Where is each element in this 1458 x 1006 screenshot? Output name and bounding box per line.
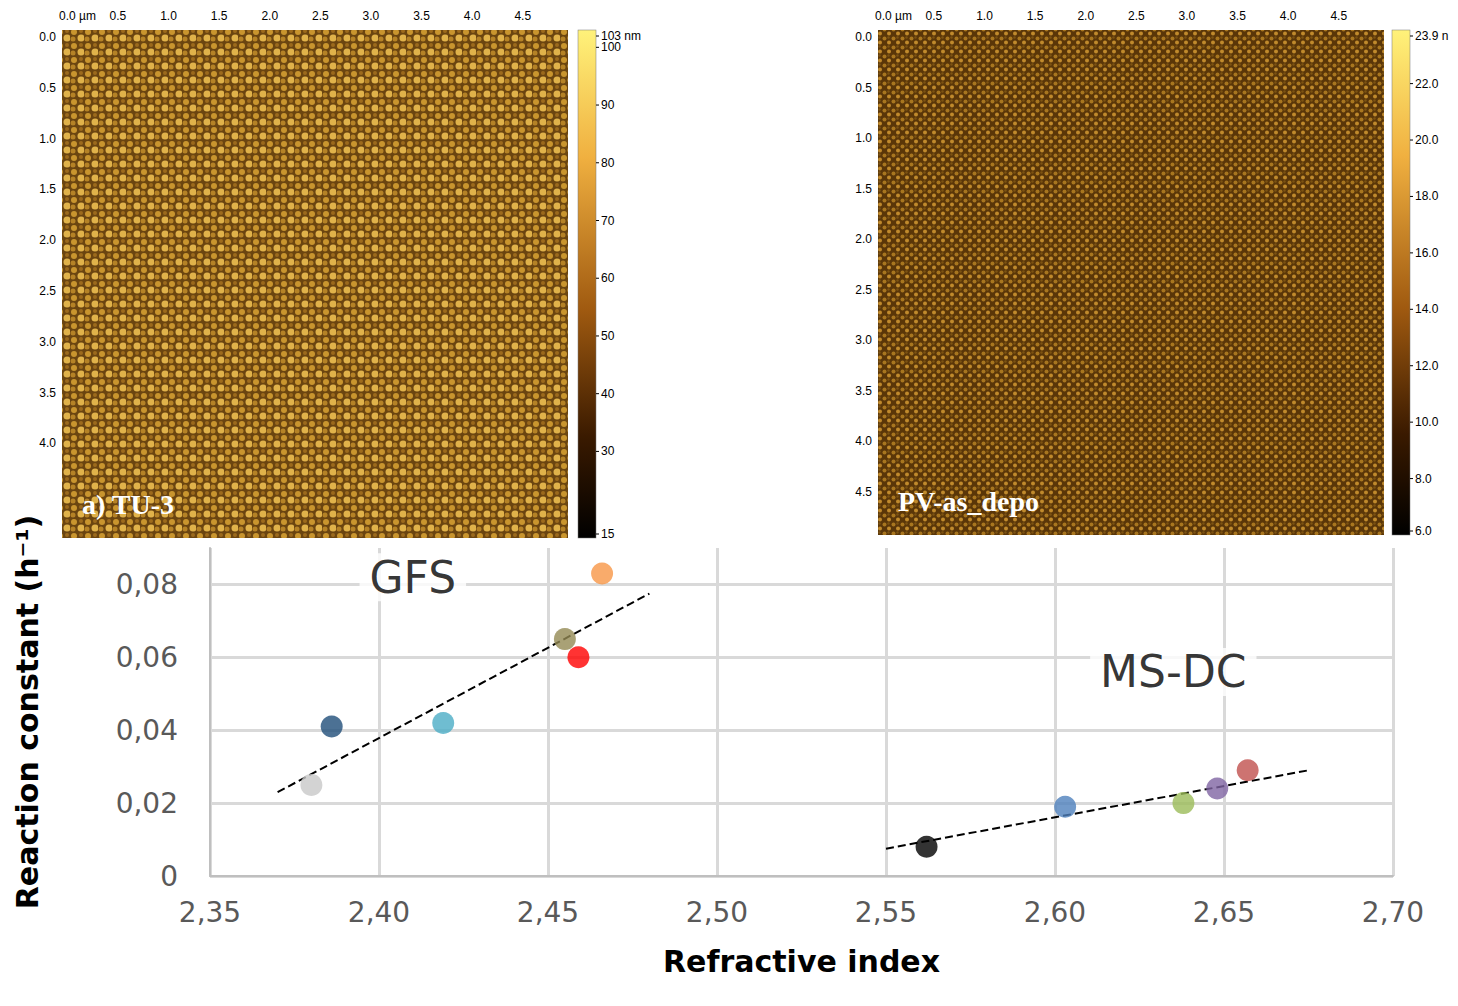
svg-text:1.5: 1.5 [855,182,872,196]
svg-text:12.0: 12.0 [1415,359,1439,373]
svg-text:MS-DC: MS-DC [1100,646,1246,697]
svg-text:0.0: 0.0 [39,30,56,44]
svg-text:1.0: 1.0 [855,131,872,145]
svg-text:0.0: 0.0 [855,30,872,44]
svg-text:2.0: 2.0 [39,233,56,247]
svg-text:90: 90 [601,98,615,112]
svg-text:2.0: 2.0 [855,232,872,246]
svg-text:103 nm: 103 nm [601,29,641,43]
svg-text:70: 70 [601,214,615,228]
svg-text:2,35: 2,35 [179,896,241,929]
svg-text:22.0: 22.0 [1415,77,1439,91]
svg-text:3.5: 3.5 [855,384,872,398]
svg-text:0,02: 0,02 [116,787,178,820]
svg-text:0.0 µm: 0.0 µm [875,9,912,23]
svg-text:4.5: 4.5 [514,9,531,23]
svg-text:0: 0 [160,860,178,893]
svg-text:1.0: 1.0 [160,9,177,23]
svg-text:30: 30 [601,444,615,458]
svg-text:4.0: 4.0 [39,436,56,450]
svg-text:3.0: 3.0 [1179,9,1196,23]
svg-text:0.5: 0.5 [926,9,943,23]
svg-text:60: 60 [601,271,615,285]
svg-text:2.5: 2.5 [855,283,872,297]
svg-text:0.5: 0.5 [110,9,127,23]
svg-text:4.0: 4.0 [855,434,872,448]
svg-text:4.0: 4.0 [464,9,481,23]
svg-text:50: 50 [601,329,615,343]
svg-text:Refractive index: Refractive index [663,944,940,979]
svg-text:a) TU-3: a) TU-3 [82,489,174,520]
svg-text:4.0: 4.0 [1280,9,1297,23]
svg-text:2,70: 2,70 [1362,896,1424,929]
svg-text:0,06: 0,06 [116,641,178,674]
svg-text:18.0: 18.0 [1415,189,1439,203]
svg-text:0.5: 0.5 [855,81,872,95]
svg-text:10.0: 10.0 [1415,415,1439,429]
svg-text:2.5: 2.5 [1128,9,1145,23]
svg-text:1.0: 1.0 [39,132,56,146]
svg-text:4.5: 4.5 [855,485,872,499]
svg-text:Reaction constant (h⁻¹): Reaction constant (h⁻¹) [10,515,45,910]
svg-text:2.5: 2.5 [312,9,329,23]
svg-text:PV-as_depo: PV-as_depo [898,486,1039,517]
svg-text:16.0: 16.0 [1415,246,1439,260]
svg-text:0,04: 0,04 [116,714,178,747]
svg-text:3.5: 3.5 [413,9,430,23]
svg-text:80: 80 [601,156,615,170]
svg-text:100: 100 [601,40,621,54]
svg-text:2,55: 2,55 [855,896,917,929]
svg-text:0.5: 0.5 [39,81,56,95]
svg-text:2.5: 2.5 [39,284,56,298]
svg-text:2,60: 2,60 [1024,896,1086,929]
svg-text:2.0: 2.0 [1077,9,1094,23]
svg-text:2,50: 2,50 [686,896,748,929]
svg-text:40: 40 [601,387,615,401]
svg-text:GFS: GFS [370,552,457,603]
svg-text:2,45: 2,45 [517,896,579,929]
svg-text:15: 15 [601,527,615,541]
svg-text:1.5: 1.5 [39,182,56,196]
svg-text:1.5: 1.5 [1027,9,1044,23]
svg-text:1.5: 1.5 [211,9,228,23]
svg-text:3.0: 3.0 [39,335,56,349]
svg-text:0.0 µm: 0.0 µm [59,9,96,23]
svg-text:20.0: 20.0 [1415,133,1439,147]
svg-text:14.0: 14.0 [1415,302,1439,316]
svg-text:4.5: 4.5 [1330,9,1347,23]
svg-text:6.0: 6.0 [1415,524,1432,538]
svg-text:3.5: 3.5 [39,386,56,400]
svg-text:3.0: 3.0 [363,9,380,23]
svg-text:2.0: 2.0 [261,9,278,23]
svg-text:1.0: 1.0 [976,9,993,23]
svg-text:2,40: 2,40 [348,896,410,929]
svg-text:23.9 n: 23.9 n [1415,29,1448,43]
svg-text:3.5: 3.5 [1229,9,1246,23]
svg-text:3.0: 3.0 [855,333,872,347]
svg-text:8.0: 8.0 [1415,472,1432,486]
svg-text:0,08: 0,08 [116,568,178,601]
svg-text:2,65: 2,65 [1193,896,1255,929]
